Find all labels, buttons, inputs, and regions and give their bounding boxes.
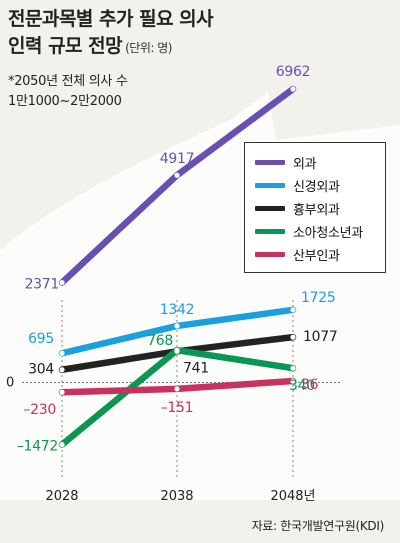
title-line-2: 인력 규모 전망 (단위: 명) bbox=[8, 33, 308, 62]
unit-label: (단위: 명) bbox=[125, 41, 172, 55]
data-point bbox=[290, 365, 296, 371]
chart-note: *2050년 전체 의사 수 1만1000~2만2000 bbox=[8, 72, 128, 112]
data-point bbox=[174, 172, 180, 178]
note-line-1: *2050년 전체 의사 수 bbox=[8, 74, 128, 89]
legend-swatch bbox=[255, 183, 285, 188]
value-labels: 2371 4917 6962 695 1342 1725 304 741 1077 –1472 76… bbox=[17, 64, 338, 455]
data-label: 2371 bbox=[25, 277, 59, 293]
x-tick-label: 2028 bbox=[45, 489, 78, 504]
data-label: –230 bbox=[23, 402, 56, 418]
legend-item: 산부인과 bbox=[255, 243, 377, 266]
data-point bbox=[174, 386, 180, 392]
data-label: 1725 bbox=[301, 290, 335, 306]
data-point bbox=[290, 334, 296, 340]
legend-item: 소아청소년과 bbox=[255, 220, 377, 243]
data-point bbox=[59, 367, 65, 373]
data-label: 768 bbox=[147, 333, 173, 349]
data-label: 340 bbox=[289, 378, 315, 394]
chart-title: 전문과목별 추가 필요 의사 인력 규모 전망 (단위: 명) bbox=[8, 6, 308, 62]
x-axis: 2028 2038 2048년 bbox=[45, 489, 315, 504]
data-label: –1472 bbox=[17, 439, 58, 455]
data-point bbox=[290, 378, 296, 384]
legend-swatch bbox=[255, 252, 285, 257]
data-point bbox=[59, 279, 65, 286]
data-point bbox=[59, 442, 65, 448]
x-tick-label: 2038 bbox=[160, 489, 193, 504]
source-note: 자료: 한국개발연구원(KDI) bbox=[251, 519, 385, 533]
legend-label: 산부인과 bbox=[293, 249, 340, 264]
legend-swatch bbox=[255, 206, 285, 211]
note-line-2: 1만1000~2만2000 bbox=[8, 94, 122, 109]
x-tick-label: 2048년 bbox=[270, 489, 315, 504]
title-line-2-text: 인력 규모 전망 bbox=[8, 35, 123, 57]
data-point bbox=[174, 347, 180, 353]
data-label: 1342 bbox=[160, 302, 194, 318]
data-label: 36 bbox=[301, 377, 319, 393]
data-label: 4917 bbox=[160, 151, 194, 167]
legend-swatch bbox=[255, 229, 285, 234]
data-point bbox=[59, 389, 65, 395]
legend-item: 신경외과 bbox=[255, 174, 377, 197]
legend-item: 흉부외과 bbox=[255, 197, 377, 220]
data-label: 1077 bbox=[303, 329, 337, 345]
legend-swatch bbox=[255, 160, 285, 165]
legend-item: 외과 bbox=[255, 151, 377, 174]
legend-label: 흉부외과 bbox=[293, 203, 340, 218]
series-points bbox=[59, 86, 296, 448]
data-label: 741 bbox=[183, 360, 209, 376]
data-label: 695 bbox=[28, 331, 54, 347]
data-point bbox=[290, 86, 296, 92]
title-line-1: 전문과목별 추가 필요 의사 bbox=[8, 8, 214, 30]
data-point bbox=[174, 323, 180, 329]
legend-label: 외과 bbox=[293, 157, 317, 172]
data-point bbox=[59, 350, 65, 356]
data-label: 304 bbox=[28, 362, 54, 378]
legend-label: 소아청소년과 bbox=[293, 226, 363, 241]
legend-label: 신경외과 bbox=[293, 180, 340, 195]
data-label: 6962 bbox=[276, 64, 310, 80]
data-point bbox=[290, 307, 296, 313]
data-label: –151 bbox=[161, 400, 194, 416]
zero-tick-label: 0 bbox=[6, 376, 14, 391]
